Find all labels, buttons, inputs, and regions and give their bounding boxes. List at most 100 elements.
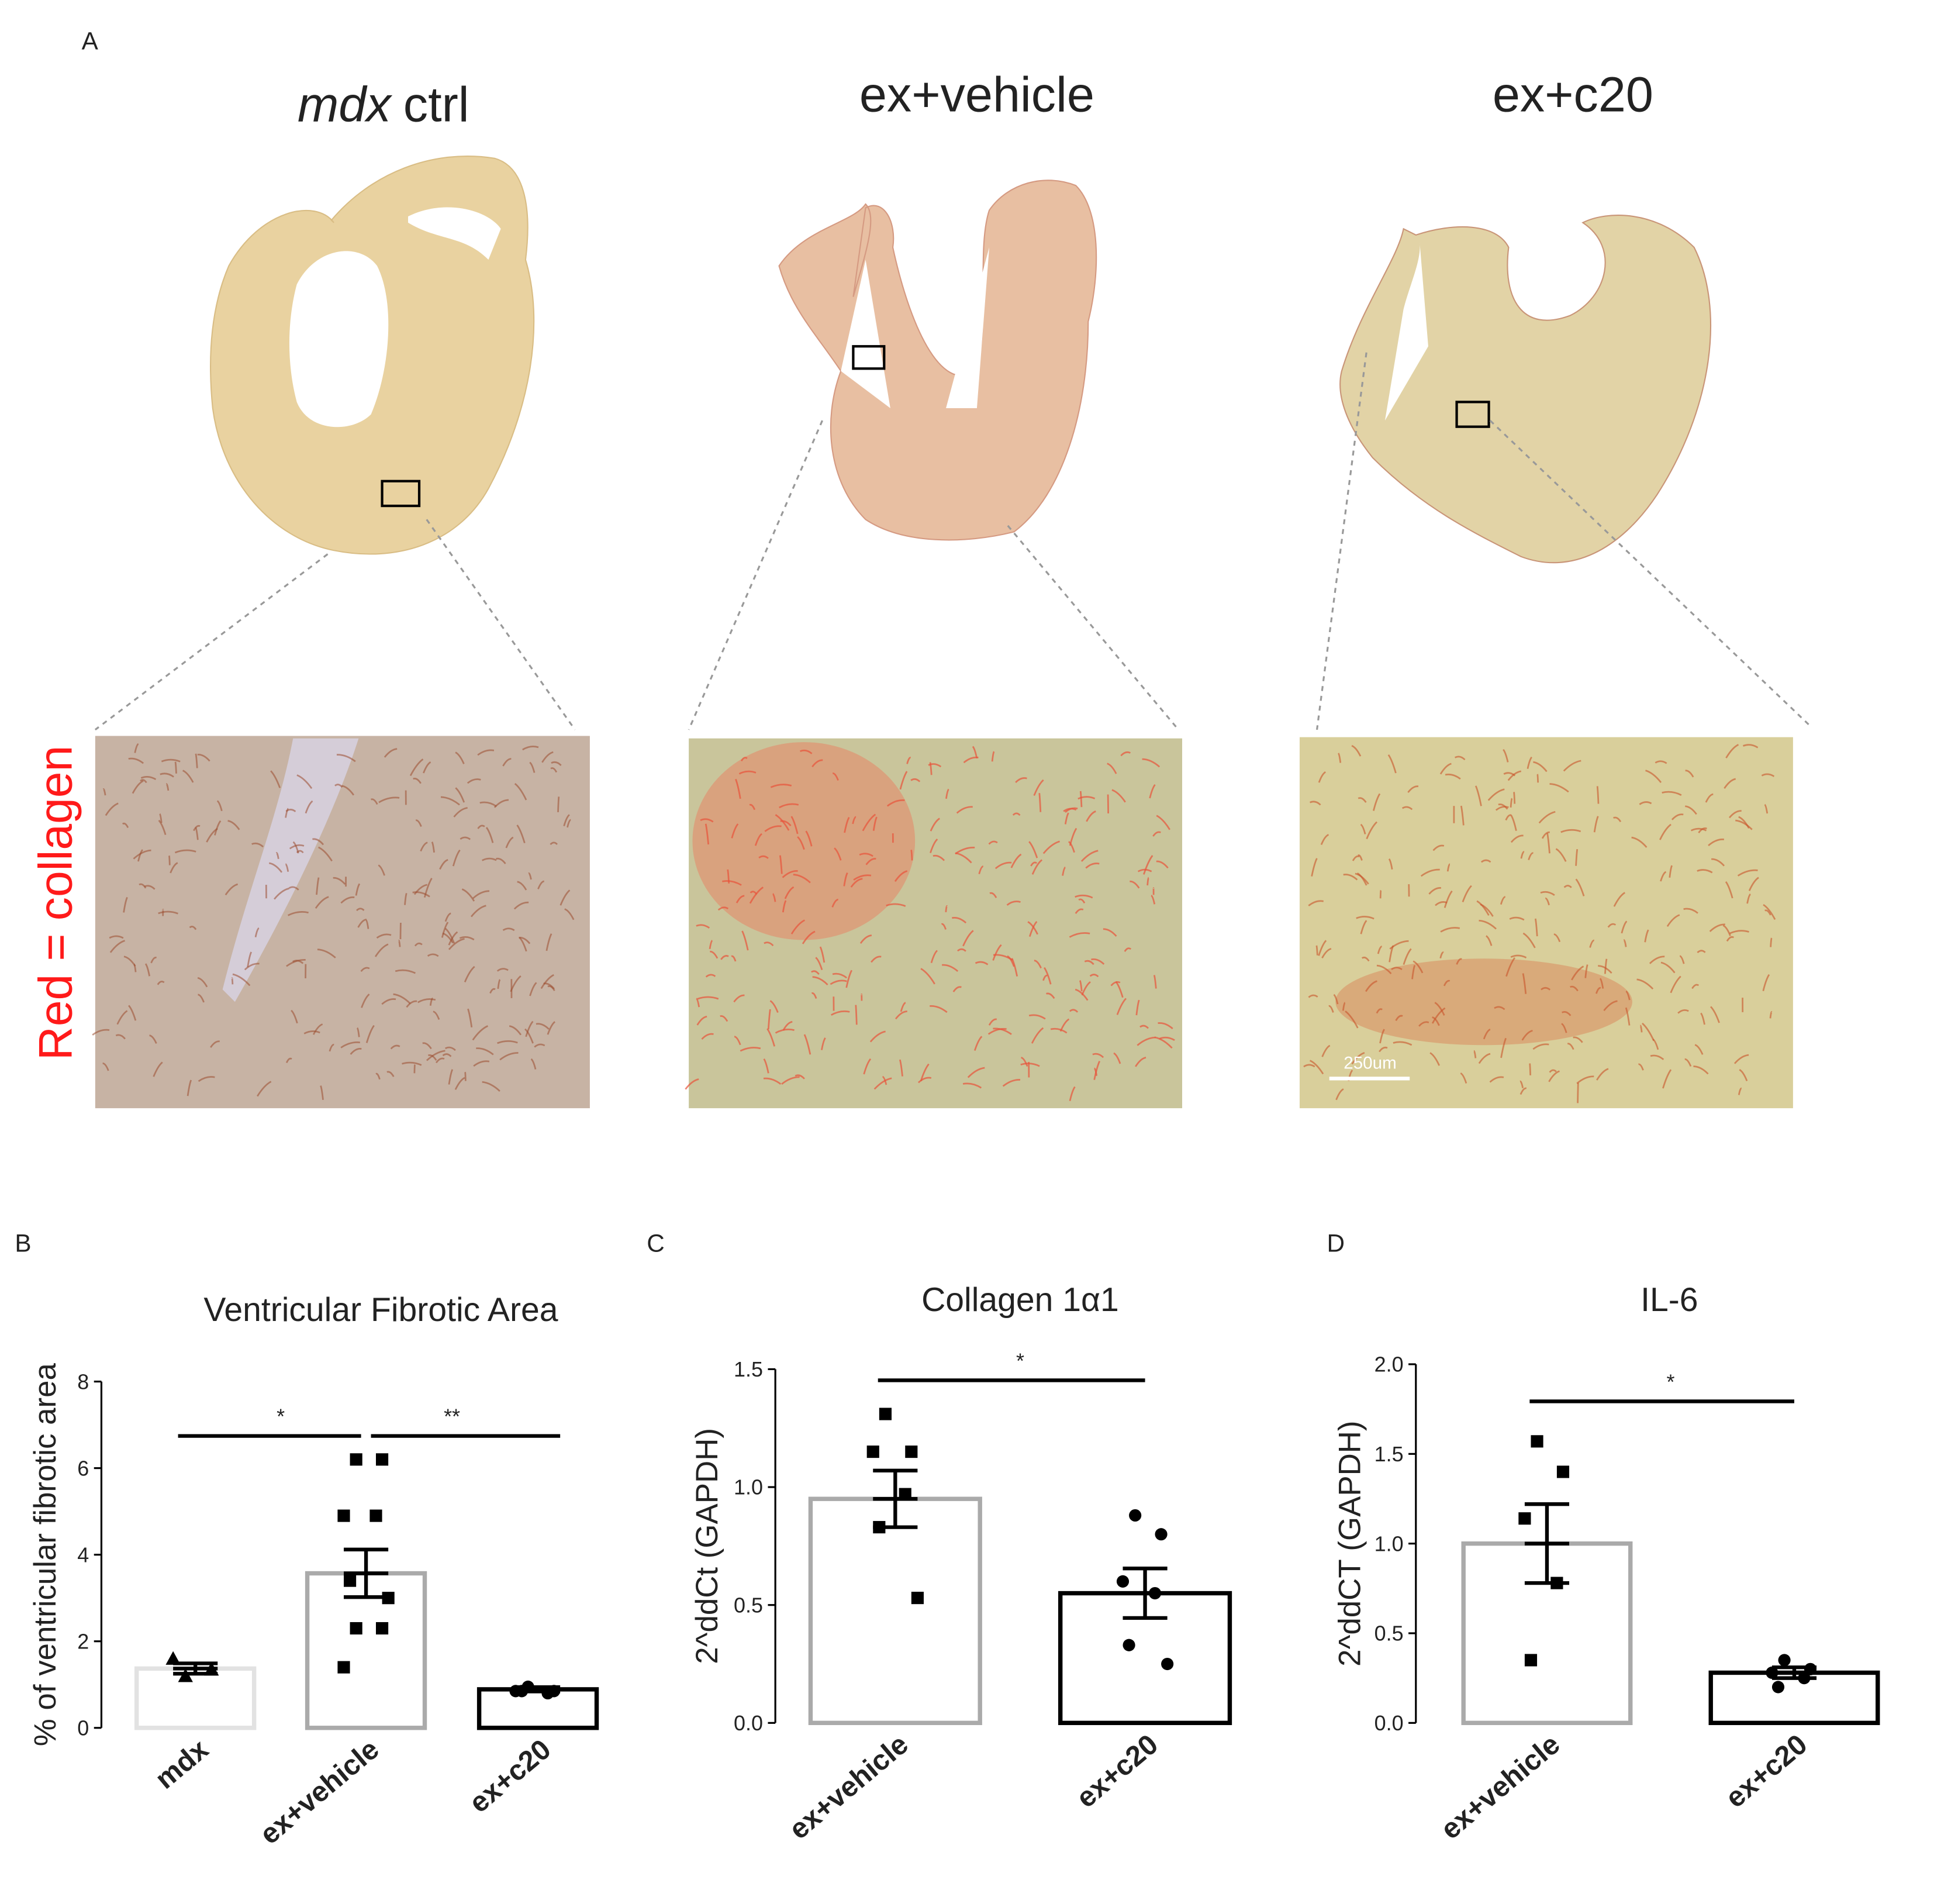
texture-stroke [426, 1050, 445, 1061]
texture-stroke [334, 784, 343, 788]
texture-stroke [930, 818, 940, 832]
texture-stroke [227, 820, 240, 830]
chart-title: Collagen 1α1 [921, 1281, 1119, 1319]
texture-stroke [770, 784, 792, 788]
texture-stroke [781, 1076, 800, 1085]
texture-stroke [423, 761, 431, 774]
texture-stroke [906, 757, 911, 764]
texture-stroke [1478, 1053, 1491, 1064]
texture-stroke [417, 998, 436, 1003]
data-point [382, 1592, 395, 1605]
texture-stroke [1529, 1063, 1532, 1075]
texture-stroke [850, 878, 863, 888]
texture-stroke [1553, 933, 1561, 943]
texture-stroke [455, 751, 465, 764]
texture-stroke [195, 827, 199, 840]
texture-stroke [1034, 960, 1042, 969]
texture-stroke [1534, 918, 1538, 937]
texture-stroke [497, 1040, 518, 1044]
texture-stroke [448, 938, 465, 950]
texture-stroke [1303, 1064, 1315, 1068]
texture-stroke [1733, 1054, 1749, 1064]
texture-stroke [1387, 754, 1397, 774]
texture-stroke [1659, 823, 1671, 840]
zoom-box [381, 480, 421, 508]
texture-stroke [930, 950, 938, 963]
texture-stroke [1549, 1069, 1557, 1073]
texture-stroke [872, 816, 878, 831]
texture-stroke [917, 1077, 932, 1084]
texture-stroke [312, 1023, 323, 1035]
texture-stroke [1555, 848, 1567, 862]
image-title: ex+vehicle [859, 66, 1094, 122]
texture-stroke [471, 905, 486, 917]
texture-stroke [811, 970, 820, 975]
texture-stroke [1006, 901, 1021, 906]
texture-stroke [758, 855, 769, 859]
data-point [1556, 1465, 1570, 1478]
texture-stroke [1395, 1015, 1403, 1021]
chart-title: IL-6 [1641, 1281, 1698, 1319]
texture-stroke [312, 838, 324, 846]
texture-stroke [1725, 744, 1739, 758]
micrograph-fibrosis [692, 742, 916, 940]
texture-stroke [1308, 900, 1324, 906]
texture-stroke [361, 994, 370, 1008]
texture-stroke [1533, 761, 1548, 772]
texture-stroke [216, 800, 223, 812]
texture-stroke [1137, 1036, 1156, 1046]
texture-stroke [1460, 1072, 1467, 1084]
texture-stroke [700, 818, 714, 823]
texture-stroke [140, 779, 147, 784]
texture-stroke [945, 905, 948, 913]
texture-stroke [477, 825, 485, 829]
texture-stroke [1379, 1046, 1388, 1053]
data-point [1161, 1657, 1174, 1671]
texture-stroke [886, 799, 905, 807]
texture-stroke [1328, 1005, 1334, 1013]
texture-stroke [1705, 793, 1714, 803]
texture-stroke [928, 763, 942, 768]
texture-stroke [318, 846, 333, 862]
texture-stroke [1698, 827, 1707, 834]
texture-stroke [1625, 990, 1631, 1001]
texture-stroke [1159, 1036, 1175, 1041]
texture-stroke [197, 977, 208, 988]
texture-stroke [493, 799, 509, 808]
texture-stroke [1700, 1012, 1705, 1025]
texture-stroke [1158, 1022, 1173, 1030]
texture-stroke [442, 1053, 452, 1057]
texture-stroke [1541, 831, 1550, 839]
texture-stroke [1577, 1082, 1579, 1103]
texture-stroke [1604, 958, 1608, 974]
texture-stroke [1603, 1000, 1618, 1012]
texture-stroke [289, 844, 305, 850]
zoom-line [94, 553, 329, 731]
texture-stroke [122, 822, 129, 829]
texture-stroke [413, 778, 422, 784]
texture-stroke [1321, 1044, 1331, 1057]
texture-stroke [1135, 1057, 1146, 1067]
data-point [1148, 1586, 1162, 1600]
texture-stroke [1575, 878, 1585, 896]
texture-stroke [1563, 885, 1572, 888]
texture-stroke [1764, 803, 1769, 814]
texture-stroke [1002, 1079, 1021, 1087]
zoom-line [1007, 525, 1179, 730]
texture-stroke [1662, 791, 1682, 796]
scale-bar-label: 250um [1344, 1053, 1397, 1072]
texture-stroke [1389, 945, 1394, 963]
texture-stroke [232, 973, 251, 987]
texture-stroke [873, 1077, 892, 1090]
texture-stroke [517, 881, 527, 891]
texture-stroke [1655, 760, 1667, 764]
texture-stroke [1021, 1057, 1028, 1067]
texture-stroke [1474, 785, 1482, 806]
texture-stroke [1320, 834, 1329, 846]
texture-stroke [992, 944, 1002, 961]
texture-stroke [833, 772, 839, 781]
texture-stroke [409, 758, 424, 777]
texture-stroke [251, 842, 264, 848]
x-tick-label: ex+c20 [1070, 1729, 1164, 1815]
